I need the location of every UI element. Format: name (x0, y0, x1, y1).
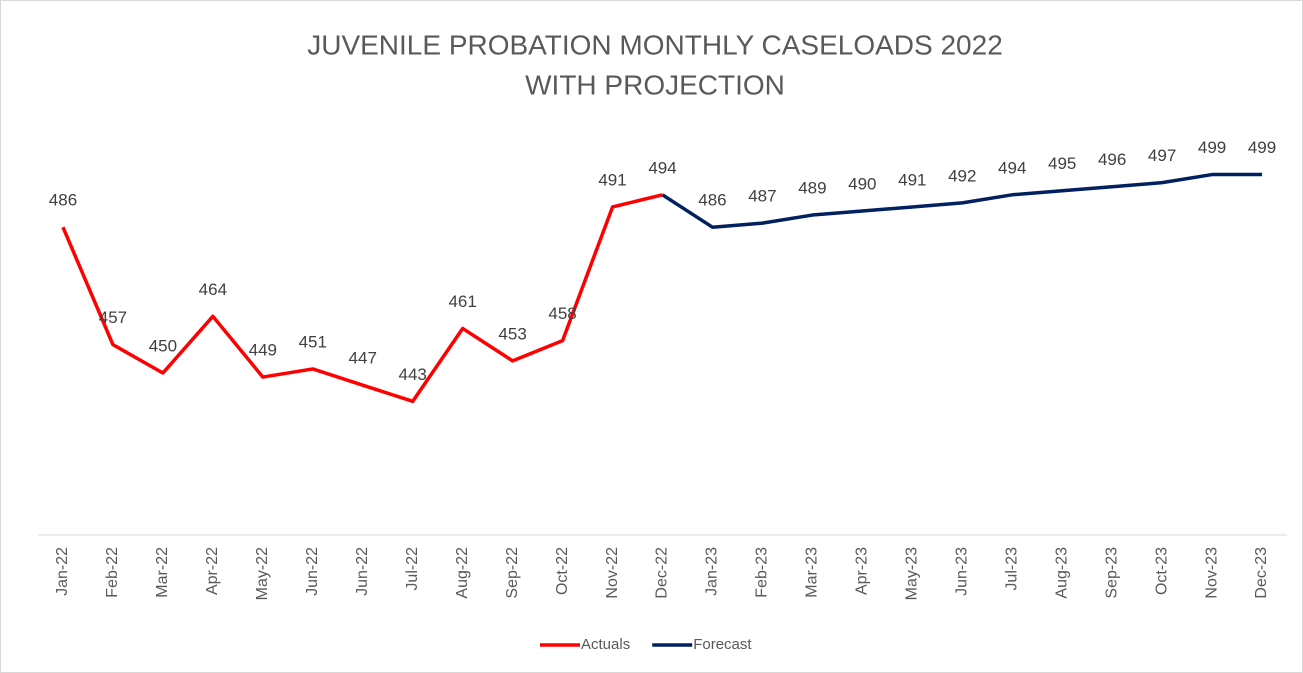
x-tick-label: Jan-23 (704, 547, 721, 596)
x-tick-label: Jul-22 (404, 547, 421, 591)
x-tick-label: Mar-22 (154, 547, 171, 598)
data-label: 489 (798, 179, 826, 198)
data-label: 486 (49, 191, 77, 210)
data-label: 496 (1098, 150, 1126, 169)
data-label: 497 (1148, 146, 1176, 165)
data-label: 486 (698, 191, 726, 210)
x-tick-label: Aug-23 (1053, 547, 1070, 599)
data-label: 458 (548, 304, 576, 323)
x-tick-label: May-23 (904, 547, 921, 600)
data-label: 491 (898, 170, 926, 189)
data-label: 494 (648, 158, 676, 177)
data-label: 461 (448, 292, 476, 311)
data-label: 451 (299, 332, 327, 351)
data-label: 453 (498, 324, 526, 343)
legend-label: Forecast (693, 636, 752, 653)
x-tick-label: May-22 (254, 547, 271, 600)
x-tick-label: Sep-22 (504, 547, 521, 599)
series-line (61, 193, 663, 404)
data-label: 494 (998, 158, 1026, 177)
legend-label: Actuals (581, 636, 630, 653)
x-tick-label: Oct-22 (554, 547, 571, 595)
x-tick-label: Feb-23 (754, 547, 771, 598)
data-label: 499 (1248, 138, 1276, 157)
x-tick-label: Apr-22 (204, 547, 221, 595)
data-label: 491 (598, 170, 626, 189)
data-label: 487 (748, 187, 776, 206)
x-tick-label: Jul-23 (1003, 547, 1020, 591)
x-tick-label: Nov-23 (1203, 547, 1220, 599)
data-label: 495 (1048, 154, 1076, 173)
x-tick-label: Jun-23 (953, 547, 970, 596)
data-label: 464 (199, 280, 227, 299)
data-label: 492 (948, 166, 976, 185)
x-tick-label: Aug-22 (454, 547, 471, 599)
x-tick-label: Apr-23 (854, 547, 871, 595)
x-tick-label: Feb-22 (104, 547, 121, 598)
data-label: 450 (149, 336, 177, 355)
series-line (661, 172, 1263, 229)
x-tick-label: Nov-22 (604, 547, 621, 599)
x-tick-label: Jun-22 (304, 547, 321, 596)
data-label: 499 (1198, 138, 1226, 157)
chart-title: WITH PROJECTION (525, 69, 785, 100)
x-tick-label: Oct-23 (1153, 547, 1170, 595)
x-tick-label: Jun-22 (354, 547, 371, 596)
chart-title: JUVENILE PROBATION MONTHLY CASELOADS 202… (307, 29, 1003, 60)
x-tick-label: Jan-22 (54, 547, 71, 596)
x-tick-label: Mar-23 (804, 547, 821, 598)
data-label: 443 (399, 365, 427, 384)
x-tick-label: Dec-22 (654, 547, 671, 599)
data-label: 449 (249, 341, 277, 360)
data-label: 490 (848, 174, 876, 193)
x-tick-label: Dec-23 (1253, 547, 1270, 599)
data-label: 447 (349, 349, 377, 368)
data-label: 457 (99, 308, 127, 327)
x-tick-label: Sep-23 (1103, 547, 1120, 599)
